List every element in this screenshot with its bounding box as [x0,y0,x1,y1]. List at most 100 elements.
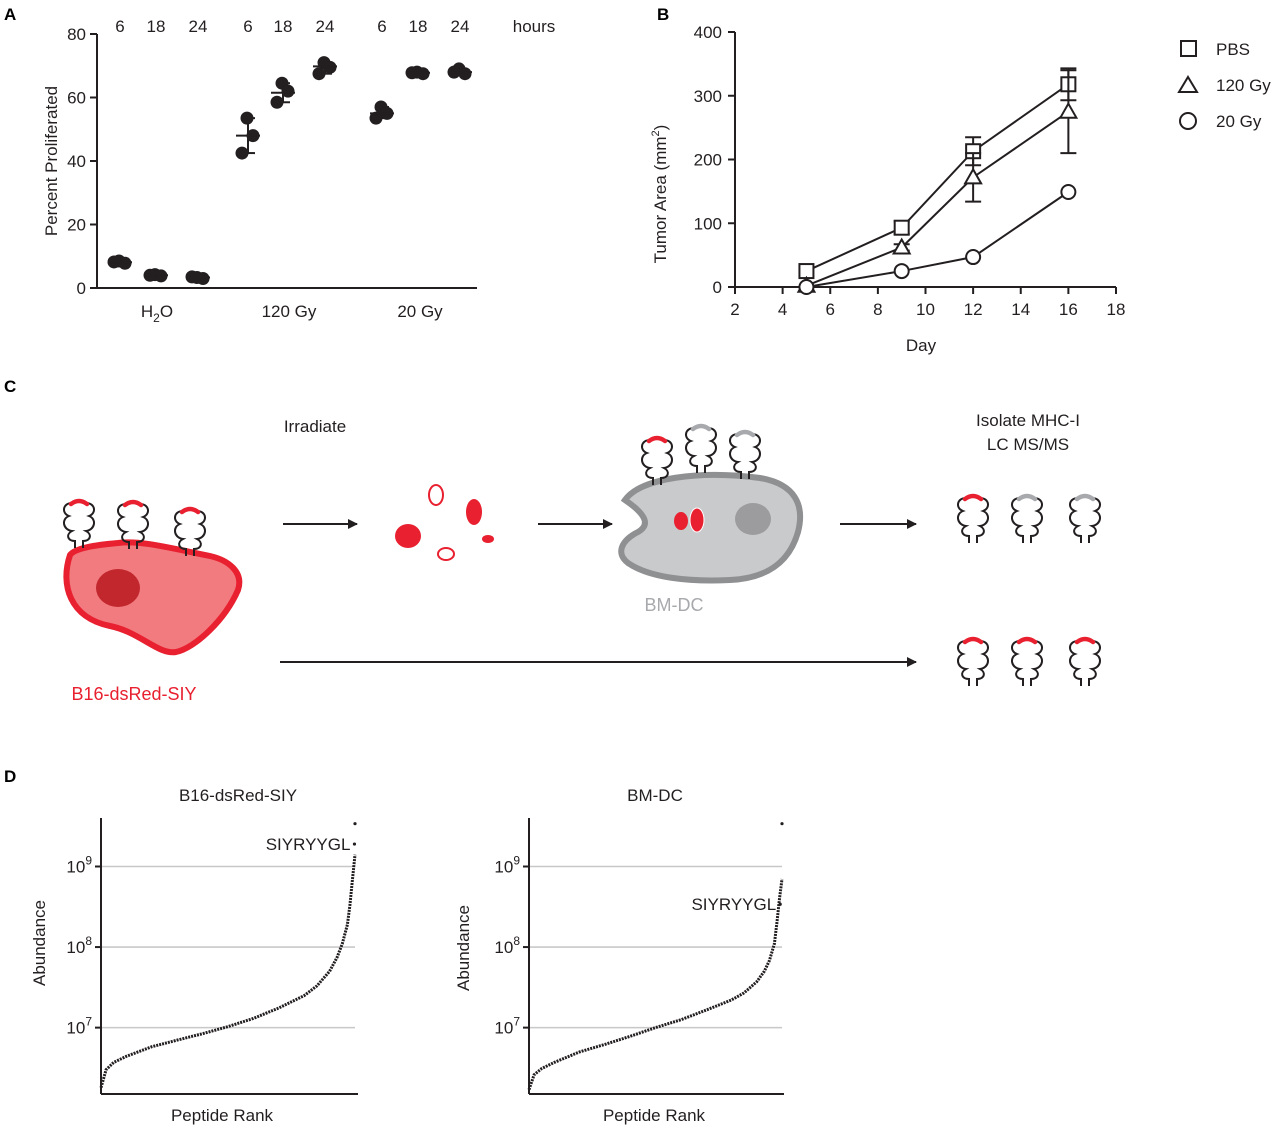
panel-d1-title: B16-dsRed-SIY [179,786,297,805]
panel-a: A 0 20 40 60 80 Percent Proliferated 6 18 24 6 1… [4,5,555,325]
mhc-molecules [63,423,1101,686]
mhc-chain [1069,497,1101,543]
panel-a-y-tick-label: 40 [67,152,86,171]
mhc-chain [957,640,989,686]
mhc-molecule [174,506,206,556]
tick-exponent: 9 [513,854,520,868]
dendritic-cell [618,471,804,584]
panel-a-time-label: 24 [316,17,335,36]
panel-a-group-label-h2o: H2O [141,302,173,325]
annotated-point [352,842,357,846]
panel-b-y-label: Tumor Area (mm2) [650,125,670,264]
panel-b-y-tick-label: 400 [694,23,722,42]
panel-b-x-tick-label: 18 [1107,300,1126,319]
self-peptide [1074,493,1096,502]
panel-a-y-tick-label: 0 [77,279,86,298]
mhc-chain [1011,640,1043,686]
mhc-molecule [117,499,149,549]
siy-peptide [962,493,984,502]
panel-a-time-label: 18 [274,17,293,36]
mhc-molecule [641,435,673,485]
panel-d2-curve [527,878,784,1091]
panel-b-ticks: 0 100 200 300 400 2 4 6 8 10 12 14 16 18 [694,23,1126,319]
panel-a-y-tick-label: 20 [67,216,86,235]
panel-a-data-point [235,146,249,160]
panel-d1-curve [99,854,357,1089]
irradiate-label: Irradiate [284,417,346,436]
fragment-hollow [428,484,444,506]
mhc-chain [1011,497,1043,543]
tumor-cell [63,539,243,656]
panel-a-y-tick-label: 60 [67,89,86,108]
y-tick-label: 108 [494,934,520,957]
peptide-annotation-label: SIYRYYGL [266,835,351,854]
mhc-molecule [1011,636,1043,686]
tick-exponent: 8 [513,934,520,948]
annotated-point [778,902,782,906]
panel-d1-annotation: SIYRYYGL [266,822,357,854]
panel-d1-grid [101,865,355,1029]
panel-b-marker-triangle [891,237,912,255]
fragment-solid [482,535,494,543]
panel-b-x-label: Day [906,336,937,355]
panel-b-x-tick-label: 14 [1011,300,1030,319]
mhc-molecule [957,636,989,686]
y-tick-label: 108 [66,934,92,957]
panel-a-data-point [458,67,472,81]
panel-a-data-point [270,95,284,109]
panel-a-time-label: 24 [189,17,208,36]
panel-d2-x-label: Peptide Rank [603,1106,706,1125]
panel-a-y-ticks: 0 20 40 60 80 [67,25,97,298]
top-point [780,822,784,826]
mhc-chain [117,503,149,549]
panel-b-marker-triangle [963,167,983,185]
panel-a-data-point [312,67,326,81]
panel-a-time-label: 18 [147,17,166,36]
dc-label: BM-DC [645,595,704,615]
panel-d2-annotation: SIYRYYGL [691,822,784,914]
panel-a-time-label: 18 [409,17,428,36]
panel-a-y-tick-label: 80 [67,25,86,44]
siy-peptide [646,435,668,444]
panel-a-y-label: Percent Proliferated [42,86,61,236]
panel-b-x-tick-label: 2 [730,300,739,319]
mhc-molecule [957,493,989,543]
panel-d1-x-label: Peptide Rank [171,1106,274,1125]
panel-b-marker-circle [965,249,982,266]
fragment-hollow [437,547,455,561]
dc-engulfed-fragment [689,507,705,533]
legend-label-pbs: PBS [1216,40,1250,59]
fragment-solid [466,499,482,525]
panel-a-time-unit: hours [513,17,556,36]
panel-b-x-tick-label: 8 [873,300,882,319]
panel-a-group-label-120gy: 120 Gy [262,302,317,321]
dc-nucleus [735,503,771,535]
panel-a-data-point [281,84,295,98]
legend-label-20gy: 20 Gy [1216,112,1262,131]
mhc-chain [729,433,761,479]
panel-d2-y-label: Abundance [454,905,473,991]
legend-triangle-icon [1177,75,1199,93]
panel-b-x-tick-label: 16 [1059,300,1078,319]
panel-a-time-label: 6 [377,17,386,36]
peptide-annotation-label: SIYRYYGL [691,895,776,914]
y-tick-label: 107 [494,1015,520,1038]
panel-b-marker-square [893,219,910,236]
mhc-molecule [685,423,717,473]
panel-b-y-tick-label: 0 [713,278,722,297]
tick-exponent: 7 [85,1015,92,1029]
tick-base: 10 [494,858,513,877]
mhc-molecule [1069,636,1101,686]
panel-b-x-tick-label: 12 [964,300,983,319]
panel-b-marks [796,67,1079,295]
panel-a-letter: A [4,5,16,24]
panel-b-y-tick-label: 100 [694,214,722,233]
panel-d2-y-ticks: 107 108 109 [494,854,529,1038]
panel-b-marker-circle [1060,184,1077,201]
panel-b-x-tick-label: 6 [826,300,835,319]
panel-b-series-line [806,83,1069,272]
legend-square-icon [1180,40,1197,57]
